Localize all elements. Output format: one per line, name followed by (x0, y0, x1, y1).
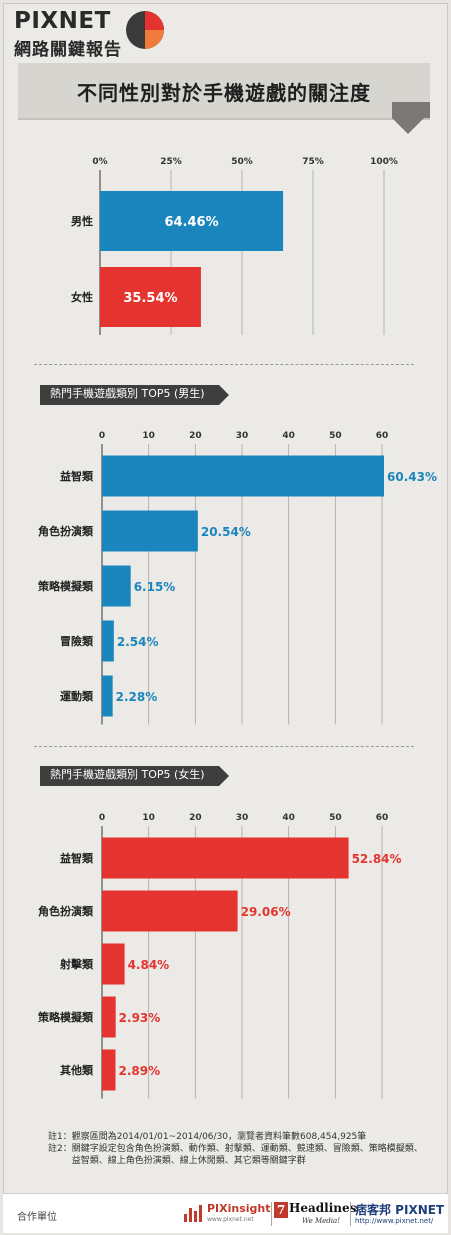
7headlines-tagline: We Media! (302, 1217, 341, 1225)
banner-corner (392, 102, 430, 118)
logo-pie-icon (126, 11, 164, 49)
data-label: 60.43% (387, 470, 437, 484)
footnote-text: 觀察區間為2014/01/01~2014/06/30，瀏覽者資料筆數608,45… (71, 1132, 367, 1142)
pixnet-footer-logo[interactable]: 痞客邦 PIXNET http://www.pixnet.net/ (353, 1199, 449, 1227)
pixinsight-bars-icon (184, 1205, 202, 1222)
footnote-2: 註2： 關鍵字設定包含角色扮演類、動作類、射擊類、運動類、競速類、冒險類、策略模… (48, 1143, 428, 1167)
pixnet-footer-name: 痞客邦 PIXNET (355, 1203, 445, 1217)
partner-label: 合作單位 (17, 1212, 57, 1223)
category-label: 策略模擬類 (37, 579, 94, 593)
data-label: 52.84% (352, 852, 402, 866)
tick-label: 100% (370, 157, 398, 167)
bar (102, 620, 114, 662)
7headlines-name: Headlines (289, 1201, 357, 1215)
footnote-key: 註1： (48, 1132, 72, 1142)
female-top5-label: 熱門手機遊戲類別 TOP5 (女生) (40, 766, 229, 786)
tick-label: 20 (189, 813, 202, 823)
data-label: 2.93% (119, 1011, 161, 1025)
data-label: 4.84% (128, 958, 170, 972)
tick-label: 25% (160, 157, 182, 167)
section-divider (34, 364, 414, 365)
bar (102, 996, 116, 1038)
data-label: 20.54% (201, 525, 251, 539)
pixinsight-logo[interactable]: PIXinsight www.pixnet.net (183, 1199, 271, 1227)
partner-footer: 合作單位 PIXinsight www.pixnet.net 7 Headlin… (3, 1193, 448, 1233)
footnotes: 註1： 觀察區間為2014/01/01~2014/06/30，瀏覽者資料筆數60… (48, 1131, 428, 1167)
male-top5-label: 熱門手機遊戲類別 TOP5 (男生) (40, 385, 229, 405)
bar (102, 455, 385, 497)
page-title: 不同性別對於手機遊戲的關注度 (77, 81, 371, 105)
logo-main-text: PIXNET (14, 8, 111, 34)
bar (100, 267, 201, 327)
bar (102, 675, 113, 717)
data-label: 2.28% (116, 690, 158, 704)
7headlines-logo[interactable]: 7 Headlines We Media! (274, 1199, 356, 1227)
pixnet-logo: PIXNET 網路關鍵報告 (14, 8, 164, 60)
data-label: 35.54% (123, 291, 177, 306)
bar (102, 565, 131, 607)
category-label: 角色扮演類 (38, 904, 94, 918)
category-label: 益智類 (60, 469, 94, 483)
category-label: 策略模擬類 (37, 1010, 94, 1024)
bar (102, 943, 125, 985)
tick-label: 0 (99, 813, 105, 823)
tick-label: 40 (282, 813, 295, 823)
female-top5-chart: 0 10 20 30 40 50 60 益智類 52.84% 角色扮演類 29.06% 射擊類 4.84… (37, 813, 402, 1099)
category-label: 女性 (71, 290, 93, 304)
category-label: 射擊類 (59, 957, 94, 971)
tick-label: 50 (329, 431, 342, 441)
category-label: 運動類 (60, 689, 94, 703)
bar (102, 1049, 116, 1091)
category-label: 冒險類 (60, 634, 94, 648)
category-label: 益智類 (60, 851, 94, 865)
category-label: 其他類 (60, 1063, 94, 1077)
category-label: 角色扮演類 (38, 524, 94, 538)
tick-label: 60 (376, 813, 389, 823)
bar (100, 191, 284, 251)
logo-sub-text: 網路關鍵報告 (14, 40, 122, 60)
footnote-1: 註1： 觀察區間為2014/01/01~2014/06/30，瀏覽者資料筆數60… (48, 1131, 428, 1143)
bar (102, 890, 238, 932)
category-label: 男性 (71, 214, 93, 228)
pixnet-footer-url: http://www.pixnet.net/ (355, 1217, 434, 1225)
7headlines-mark: 7 (274, 1202, 288, 1218)
bar (102, 510, 198, 552)
tick-label: 10 (142, 431, 155, 441)
tick-label: 50% (231, 157, 253, 167)
gender-attention-chart: 0% 25% 50% 75% 100% 男性 64.46% 女性 35.54% (71, 157, 398, 335)
tick-label: 40 (282, 431, 295, 441)
footer-divider (350, 1202, 351, 1226)
male-top5-chart: 0 10 20 30 40 50 60 益智類 60.43% 角色扮演類 20.54% 策略模擬類 6.… (37, 431, 437, 725)
tick-label: 0% (92, 157, 107, 167)
footer-divider (271, 1202, 272, 1226)
tick-label: 20 (189, 431, 202, 441)
tick-label: 50 (329, 813, 342, 823)
pixinsight-url: www.pixnet.net (207, 1216, 254, 1223)
data-label: 6.15% (134, 580, 176, 594)
tick-label: 0 (99, 431, 105, 441)
tick-label: 30 (236, 431, 249, 441)
tick-label: 30 (236, 813, 249, 823)
footnote-key: 註2： (48, 1144, 72, 1154)
tick-label: 60 (376, 431, 389, 441)
data-label: 64.46% (164, 215, 218, 230)
title-banner: 不同性別對於手機遊戲的關注度 (18, 63, 430, 118)
bar (102, 837, 349, 879)
tick-label: 10 (142, 813, 155, 823)
banner-pointer (392, 118, 424, 134)
footnote-text: 關鍵字設定包含角色扮演類、動作類、射擊類、運動類、競速類、冒險類、策略模擬類、益… (71, 1144, 423, 1166)
section-divider (34, 746, 414, 747)
data-label: 29.06% (241, 905, 291, 919)
pixinsight-name: PIXinsight (207, 1202, 271, 1215)
tick-label: 75% (302, 157, 324, 167)
data-label: 2.89% (118, 1064, 160, 1078)
data-label: 2.54% (117, 635, 159, 649)
